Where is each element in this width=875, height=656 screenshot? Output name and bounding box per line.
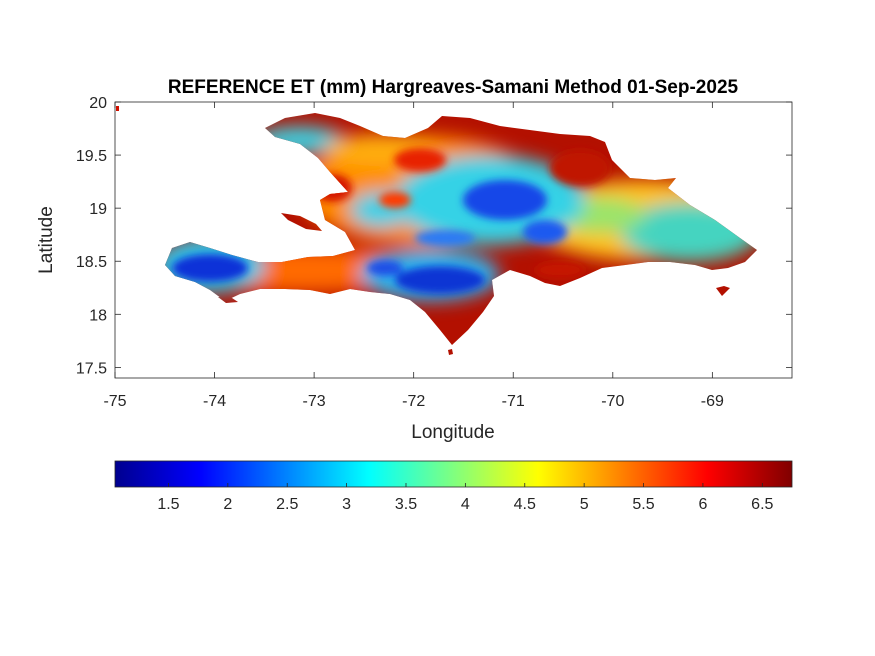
x-tick-label: -72 — [402, 393, 425, 410]
colorbar-tick-label: 6.5 — [751, 496, 773, 513]
x-tick-label: -69 — [701, 393, 724, 410]
y-tick-label: 19 — [89, 201, 107, 218]
colorbar-tick-label: 5.5 — [632, 496, 654, 513]
y-tick-label: 17.5 — [76, 360, 107, 377]
y-tick-label: 19.5 — [76, 148, 107, 165]
colorbar-tick-label: 3.5 — [395, 496, 417, 513]
x-axis-label: Longitude — [411, 422, 494, 443]
colorbar-tick-label: 2.5 — [276, 496, 298, 513]
x-tick-label: -71 — [502, 393, 525, 410]
x-tick-label: -75 — [103, 393, 126, 410]
y-tick-label: 18 — [89, 307, 107, 324]
colorbar-tick-label: 3 — [342, 496, 351, 513]
map-speck — [116, 106, 119, 111]
x-tick-label: -74 — [203, 393, 226, 410]
map-axes: -75 -74 -73 -72 -71 -70 -69 17.5 18 18.5 19 19.5 20… — [36, 77, 793, 443]
y-tick-label: 20 — [89, 95, 107, 112]
x-tick-label: -70 — [601, 393, 624, 410]
y-axis-ticks: 17.5 18 18.5 19 19.5 20 — [76, 95, 792, 377]
colorbar-tick-label: 5 — [580, 496, 589, 513]
colorbar-tick-label: 4 — [461, 496, 470, 513]
colorbar-tick-label: 4.5 — [514, 496, 536, 513]
colorbar-ticks: 1.5 2 2.5 3 3.5 4 4.5 5 5.5 6 6.5 — [157, 483, 774, 513]
colorbar-tick-label: 2 — [223, 496, 232, 513]
x-tick-label: -73 — [303, 393, 326, 410]
colorbar-tick-label: 1.5 — [157, 496, 179, 513]
colorbar: 1.5 2 2.5 3 3.5 4 4.5 5 5.5 6 6.5 — [114, 460, 793, 513]
y-tick-label: 18.5 — [76, 254, 107, 271]
x-axis-ticks: -75 -74 -73 -72 -71 -70 -69 — [103, 102, 724, 410]
colorbar-scale — [114, 460, 793, 488]
y-axis-label: Latitude — [36, 206, 57, 274]
map-title: REFERENCE ET (mm) Hargreaves-Samani Meth… — [168, 77, 739, 98]
colorbar-tick-label: 6 — [698, 496, 707, 513]
